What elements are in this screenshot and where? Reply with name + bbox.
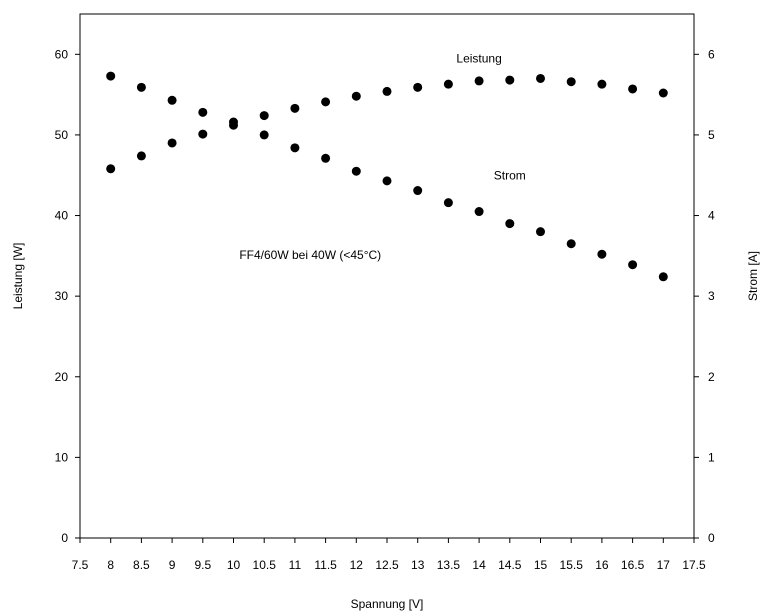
data-point-strom — [106, 71, 116, 81]
y-right-tick-label: 6 — [708, 47, 715, 61]
data-point-leistung — [628, 84, 638, 94]
x-tick-label: 12 — [350, 558, 364, 572]
x-tick-label: 16.5 — [621, 558, 645, 572]
x-axis-title: Spannung [V] — [351, 597, 424, 611]
data-point-strom — [536, 227, 545, 237]
data-point-leistung — [290, 103, 300, 113]
data-point-leistung — [566, 77, 576, 87]
annotation-label: FF4/60W bei 40W (<45°C) — [239, 248, 381, 262]
y-right-tick-label: 5 — [708, 128, 715, 142]
data-point-leistung — [474, 76, 484, 86]
data-point-leistung — [136, 151, 146, 161]
x-tick-label: 16 — [595, 558, 609, 572]
y-left-tick-label: 60 — [55, 47, 69, 61]
x-tick-label: 14 — [472, 558, 486, 572]
data-point-leistung — [505, 75, 515, 85]
data-point-strom — [290, 143, 300, 153]
x-tick-label: 8 — [107, 558, 114, 572]
data-point-leistung — [321, 97, 331, 107]
data-point-leistung — [351, 91, 361, 101]
y-right-tick-label: 2 — [708, 370, 715, 384]
x-tick-label: 7.5 — [72, 558, 89, 572]
y-right-axis-ticks: 0 1 2 3 4 5 6 — [694, 47, 715, 545]
y-right-tick-label: 4 — [708, 209, 715, 223]
data-point-leistung — [198, 129, 208, 139]
x-tick-label: 10 — [227, 558, 241, 572]
data-point-strom — [321, 153, 331, 163]
data-point-strom — [382, 176, 392, 186]
data-point-leistung — [413, 82, 423, 92]
x-tick-label: 13.5 — [437, 558, 461, 572]
data-point-leistung — [443, 79, 453, 89]
data-point-leistung — [658, 88, 668, 98]
data-point-strom — [351, 166, 361, 176]
y-left-tick-label: 0 — [61, 531, 68, 545]
x-tick-label: 13 — [411, 558, 425, 572]
x-tick-label: 11 — [289, 558, 302, 572]
y-left-axis-ticks: 0 10 20 30 40 50 60 — [55, 47, 80, 545]
x-tick-label: 15.5 — [560, 558, 584, 572]
data-point-leistung — [536, 73, 545, 83]
annotations: Leistung Strom FF4/60W bei 40W (<45°C) — [239, 51, 525, 262]
x-tick-label: 9 — [169, 558, 176, 572]
annotation-label: Strom — [494, 168, 526, 182]
data-point-strom — [136, 82, 146, 92]
x-axis-ticks: 7.5 8 8.5 9 9.5 10 10.5 11 11.5 12 12.5 13 13.5 14 14.… — [72, 538, 706, 572]
x-tick-label: 14.5 — [498, 558, 522, 572]
data-point-leistung — [106, 164, 116, 174]
data-point-strom — [259, 130, 269, 140]
y-left-tick-label: 20 — [55, 370, 69, 384]
x-tick-label: 12.5 — [375, 558, 399, 572]
x-tick-label: 9.5 — [194, 558, 211, 572]
y-right-axis-title: Strom [A] — [746, 251, 760, 301]
data-point-strom — [443, 198, 453, 208]
annotation-label: Leistung — [456, 51, 501, 65]
data-point-leistung — [259, 111, 269, 121]
data-point-strom — [198, 107, 208, 117]
data-points — [106, 71, 668, 282]
data-point-strom — [505, 219, 515, 229]
y-left-tick-label: 40 — [55, 209, 69, 223]
x-tick-label: 10.5 — [253, 558, 277, 572]
data-point-strom — [474, 207, 484, 217]
x-tick-label: 8.5 — [133, 558, 150, 572]
data-point-strom — [628, 260, 638, 270]
data-point-leistung — [597, 79, 607, 89]
data-point-strom — [413, 186, 423, 196]
x-tick-label: 11.5 — [314, 558, 337, 572]
data-point-leistung — [167, 138, 177, 148]
y-left-tick-label: 30 — [55, 289, 69, 303]
y-left-axis-title: Leistung [W] — [11, 243, 25, 310]
y-right-tick-label: 0 — [708, 531, 715, 545]
data-point-strom — [658, 272, 668, 282]
y-left-tick-label: 50 — [55, 128, 69, 142]
data-point-strom — [597, 249, 607, 259]
y-right-tick-label: 1 — [708, 450, 715, 464]
data-point-strom — [229, 117, 238, 127]
y-right-tick-label: 3 — [708, 289, 715, 303]
x-tick-label: 17 — [657, 558, 671, 572]
x-tick-label: 17.5 — [682, 558, 706, 572]
y-left-tick-label: 10 — [55, 450, 69, 464]
x-tick-label: 15 — [534, 558, 548, 572]
data-point-strom — [167, 95, 177, 105]
data-point-leistung — [382, 86, 392, 96]
data-point-strom — [566, 239, 576, 249]
